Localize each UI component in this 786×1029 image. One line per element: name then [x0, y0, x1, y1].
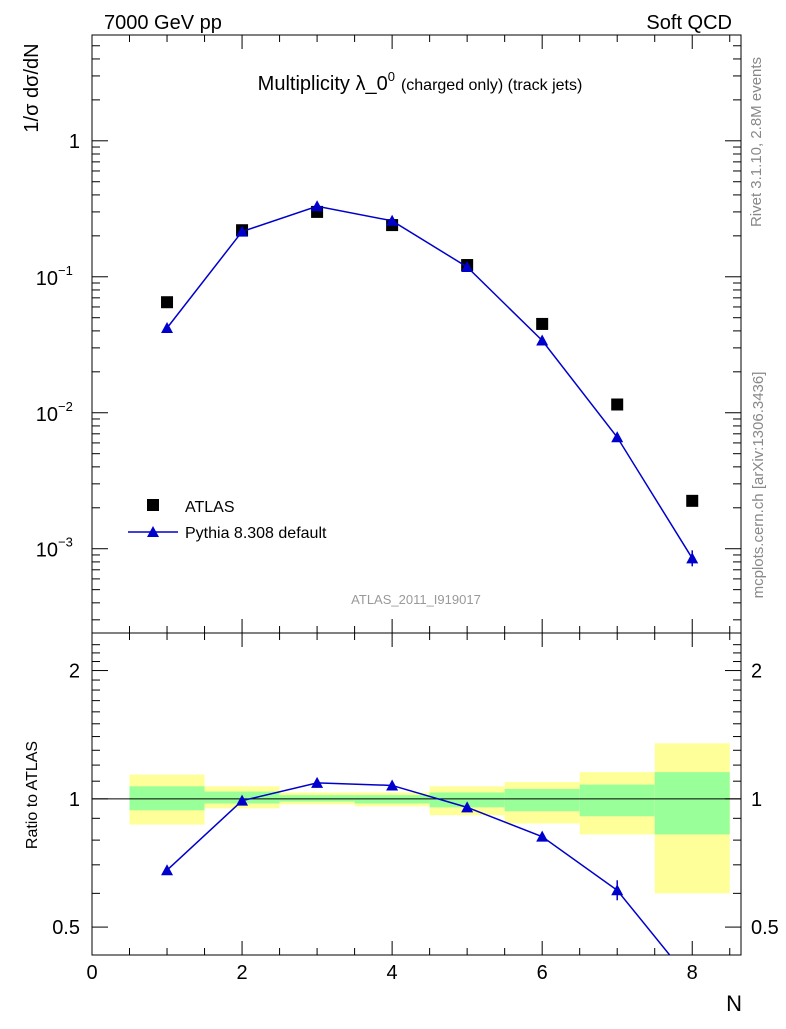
x-tick-label: 6 [537, 962, 548, 984]
plot-title-sub: (charged only) (track jets) [401, 77, 582, 94]
ratio-plot-frame [91, 632, 742, 956]
pythia-data-point [536, 334, 549, 346]
ratio-band-inner [654, 772, 730, 835]
ratio-band-inner [129, 786, 205, 811]
x-axis-label: N [726, 991, 742, 1016]
x-tick-label: 8 [687, 962, 698, 984]
x-tick-label: 4 [387, 962, 398, 984]
main-panel: 110−110−210−3 [36, 34, 742, 647]
y-tick-label: 1 [69, 131, 80, 153]
ratio-band-inner [354, 795, 430, 804]
ratio-pythia-line [166, 782, 671, 955]
pythia-data-point [461, 261, 474, 273]
ratio-y-tick-label: 1 [69, 789, 80, 811]
pythia-data-point [611, 431, 624, 443]
ratio-data-point [536, 830, 549, 842]
plot-title-sup: 0 [388, 69, 395, 84]
ratio-data-point [611, 884, 624, 896]
y-tick-label: 10 [36, 540, 58, 562]
mcplots-label: mcplots.cern.ch [arXiv:1306.3436] [750, 372, 767, 599]
ratio-data-point [161, 864, 174, 876]
x-tick-label: 0 [86, 962, 97, 984]
main-plot-frame [91, 34, 742, 634]
ratio-y-tick-label-right: 0.5 [751, 917, 779, 939]
pythia-data-point [311, 200, 324, 212]
pythia-data-point [236, 225, 249, 237]
main-y-axis-label: 1/σ dσ/dN [21, 43, 43, 132]
ratio-y-axis-label: Ratio to ATLAS [24, 741, 41, 849]
atlas-data-point [686, 494, 699, 507]
ratio-band-inner [579, 784, 655, 817]
plot-title-main: Multiplicity λ_0 [258, 73, 388, 95]
pythia-data-point [386, 214, 399, 226]
legend-label-atlas: ATLAS [185, 499, 235, 516]
header-left: 7000 GeV pp [104, 12, 222, 34]
rivet-version-label: Rivet 3.1.10, 2.8M events [748, 57, 765, 227]
y-tick-exponent: −2 [58, 399, 73, 414]
y-tick-label: 10 [36, 404, 58, 426]
ratio-data-point [236, 794, 249, 806]
ratio-data-point [461, 801, 474, 813]
atlas-data-point [611, 398, 624, 411]
y-tick-exponent: −3 [58, 535, 73, 550]
ratio-band-inner [429, 792, 505, 808]
pythia-data-point [686, 552, 699, 564]
pythia-line [166, 205, 693, 559]
legend: ATLAS Pythia 8.308 default [128, 499, 327, 542]
plot-title: Multiplicity λ_00 (charged only) (track j… [258, 69, 583, 95]
legend-marker-atlas [147, 499, 159, 511]
legend-label-pythia: Pythia 8.308 default [185, 525, 327, 542]
y-tick-exponent: −1 [58, 263, 73, 278]
ratio-y-tick-label-right: 1 [751, 789, 762, 811]
ratio-panel: 0 2 4 6 8 0.5 0.5 1 1 2 2 [52, 632, 779, 984]
header-right: Soft QCD [646, 12, 732, 34]
ratio-y-tick-label-right: 2 [751, 661, 762, 683]
ratio-y-tick-label: 0.5 [52, 917, 80, 939]
ratio-data-point [311, 776, 324, 788]
x-tick-label: 2 [236, 962, 247, 984]
analysis-watermark: ATLAS_2011_I919017 [351, 592, 481, 607]
atlas-data-point [536, 317, 549, 330]
y-tick-label: 10 [36, 268, 58, 290]
legend-marker-pythia [147, 526, 159, 537]
ratio-band-inner [504, 788, 580, 812]
ratio-y-tick-label: 2 [69, 661, 80, 683]
atlas-data-point [161, 296, 174, 309]
ratio-data-point [386, 779, 399, 791]
pythia-data-point [161, 322, 174, 334]
